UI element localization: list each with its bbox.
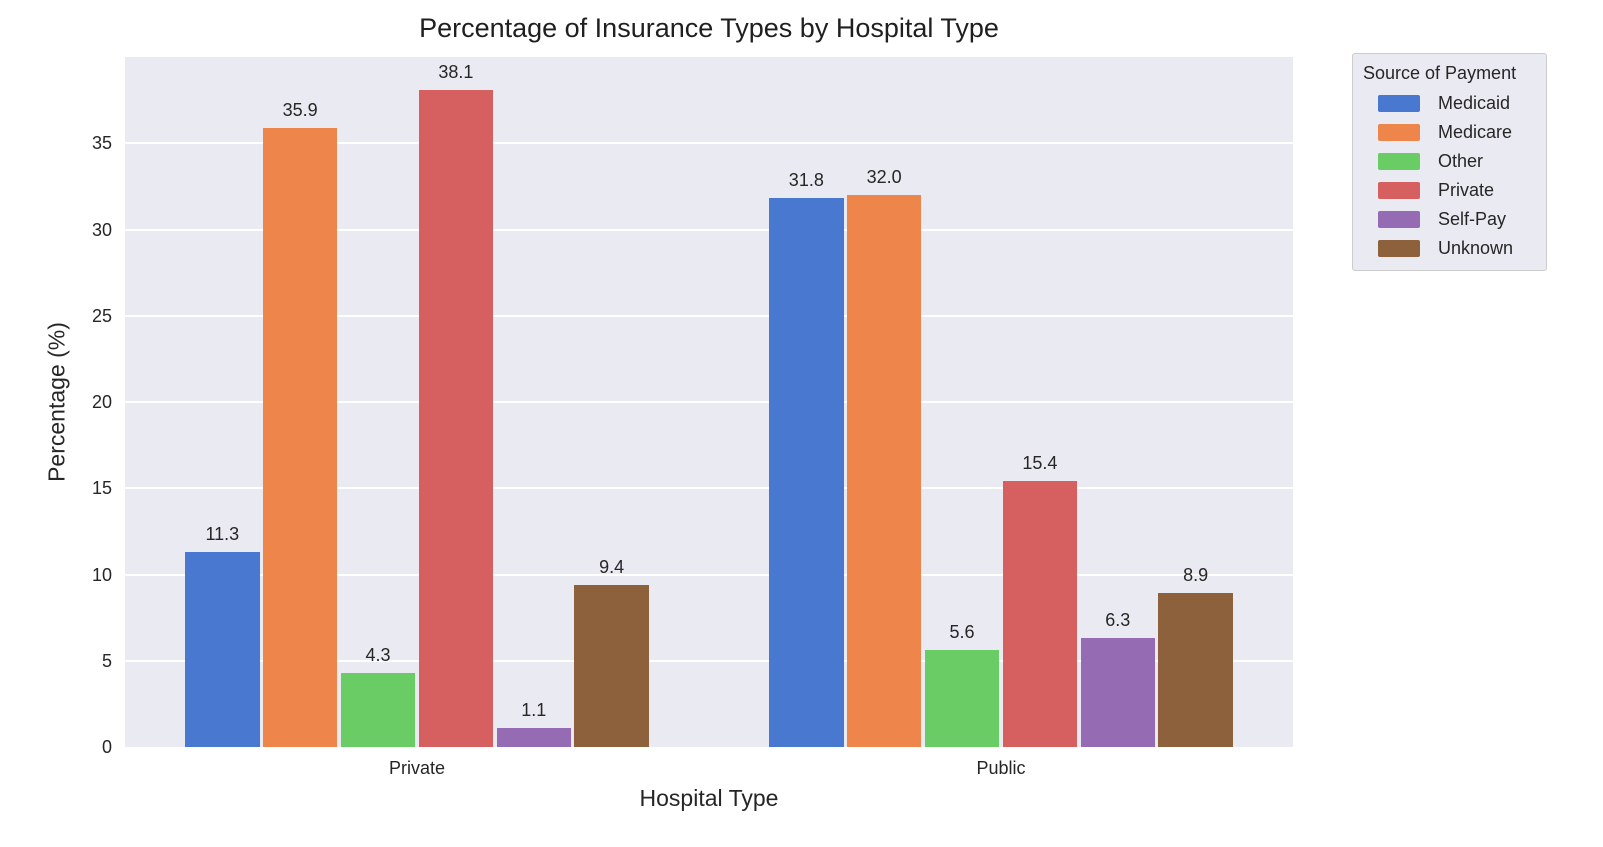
gridline [125, 228, 1293, 231]
legend-item-medicare: Medicare [1378, 122, 1534, 142]
legend-swatch-medicare [1378, 123, 1420, 141]
x-tick-label: Private [388, 758, 446, 778]
bar-public-other [924, 650, 1000, 747]
legend-swatch-self-pay [1378, 210, 1420, 228]
legend-item-label: Unknown [1438, 238, 1514, 258]
bar-value-label: 31.8 [788, 170, 824, 191]
bar-value-label: 5.6 [949, 622, 975, 643]
bar-value-label: 8.9 [1183, 565, 1209, 586]
legend-item-private: Private [1378, 180, 1534, 200]
plot-area: 11.3 35.9 4.3 38.1 1.1 9.4 31.8 32.0 5.6 15.4 6.3 8… [125, 57, 1293, 747]
bar-value-label: 1.1 [521, 700, 547, 721]
x-tick-label: Public [976, 758, 1026, 778]
gridline [125, 401, 1293, 403]
legend-title: Source of Payment [1363, 63, 1517, 83]
bar-public-unknown [1158, 593, 1233, 747]
bar-public-self-pay [1080, 638, 1155, 747]
y-tick-label: 30 [91, 219, 112, 240]
bar-value-label: 6.3 [1105, 610, 1131, 631]
legend-item-self-pay: Self-Pay [1378, 209, 1534, 229]
bar-private-other [340, 672, 416, 747]
legend: Source of Payment Medicaid Medicare Other P… [1352, 53, 1547, 271]
x-axis-label: Hospital Type [639, 785, 779, 811]
gridline [125, 487, 1293, 490]
legend-swatch-medicaid [1378, 94, 1420, 112]
legend-item-other: Other [1378, 151, 1534, 171]
legend-swatch-private [1378, 181, 1420, 199]
legend-item-label: Medicaid [1438, 93, 1511, 113]
y-tick-label: 35 [91, 133, 112, 154]
legend-item-label: Other [1438, 151, 1484, 171]
legend-item-unknown: Unknown [1378, 238, 1534, 258]
legend-swatch-unknown [1378, 239, 1420, 257]
bar-public-private [1002, 481, 1078, 747]
bar-value-label: 4.3 [365, 644, 391, 665]
bar-value-label: 38.1 [438, 61, 474, 82]
y-tick-label: 25 [91, 305, 112, 326]
legend-item-medicaid: Medicaid [1378, 93, 1534, 113]
legend-item-label: Medicare [1438, 122, 1513, 142]
gridline [125, 142, 1293, 145]
legend-items: Medicaid Medicare Other Private Self-Pay Unkn… [1363, 93, 1534, 258]
gridline [125, 659, 1293, 662]
bar-public-medicaid [769, 198, 844, 747]
legend-swatch-other [1378, 152, 1420, 170]
y-tick-label: 20 [91, 392, 112, 412]
gridline [125, 314, 1293, 317]
bar-public-medicare [847, 195, 922, 747]
bar-value-label: 15.4 [1022, 453, 1058, 474]
bar-value-label: 11.3 [205, 524, 240, 545]
bar-private-medicaid [185, 552, 260, 747]
chart-title: Percentage of Insurance Types by Hospita… [419, 13, 999, 43]
y-tick-label: 5 [101, 650, 112, 671]
bar-private-medicare [263, 127, 338, 747]
bar-value-label: 32.0 [866, 167, 902, 187]
y-tick-label: 10 [91, 564, 112, 585]
y-tick-label: 15 [91, 478, 112, 499]
bar-value-label: 9.4 [599, 556, 625, 577]
bar-private-self-pay [496, 728, 571, 747]
bar-value-label: 35.9 [282, 99, 318, 120]
legend-item-label: Self-Pay [1438, 209, 1507, 229]
y-tick-label: 0 [101, 737, 112, 757]
bar-private-unknown [574, 584, 649, 747]
legend-item-label: Private [1438, 180, 1495, 200]
gridline [125, 573, 1293, 576]
bar-private-private [418, 89, 494, 747]
